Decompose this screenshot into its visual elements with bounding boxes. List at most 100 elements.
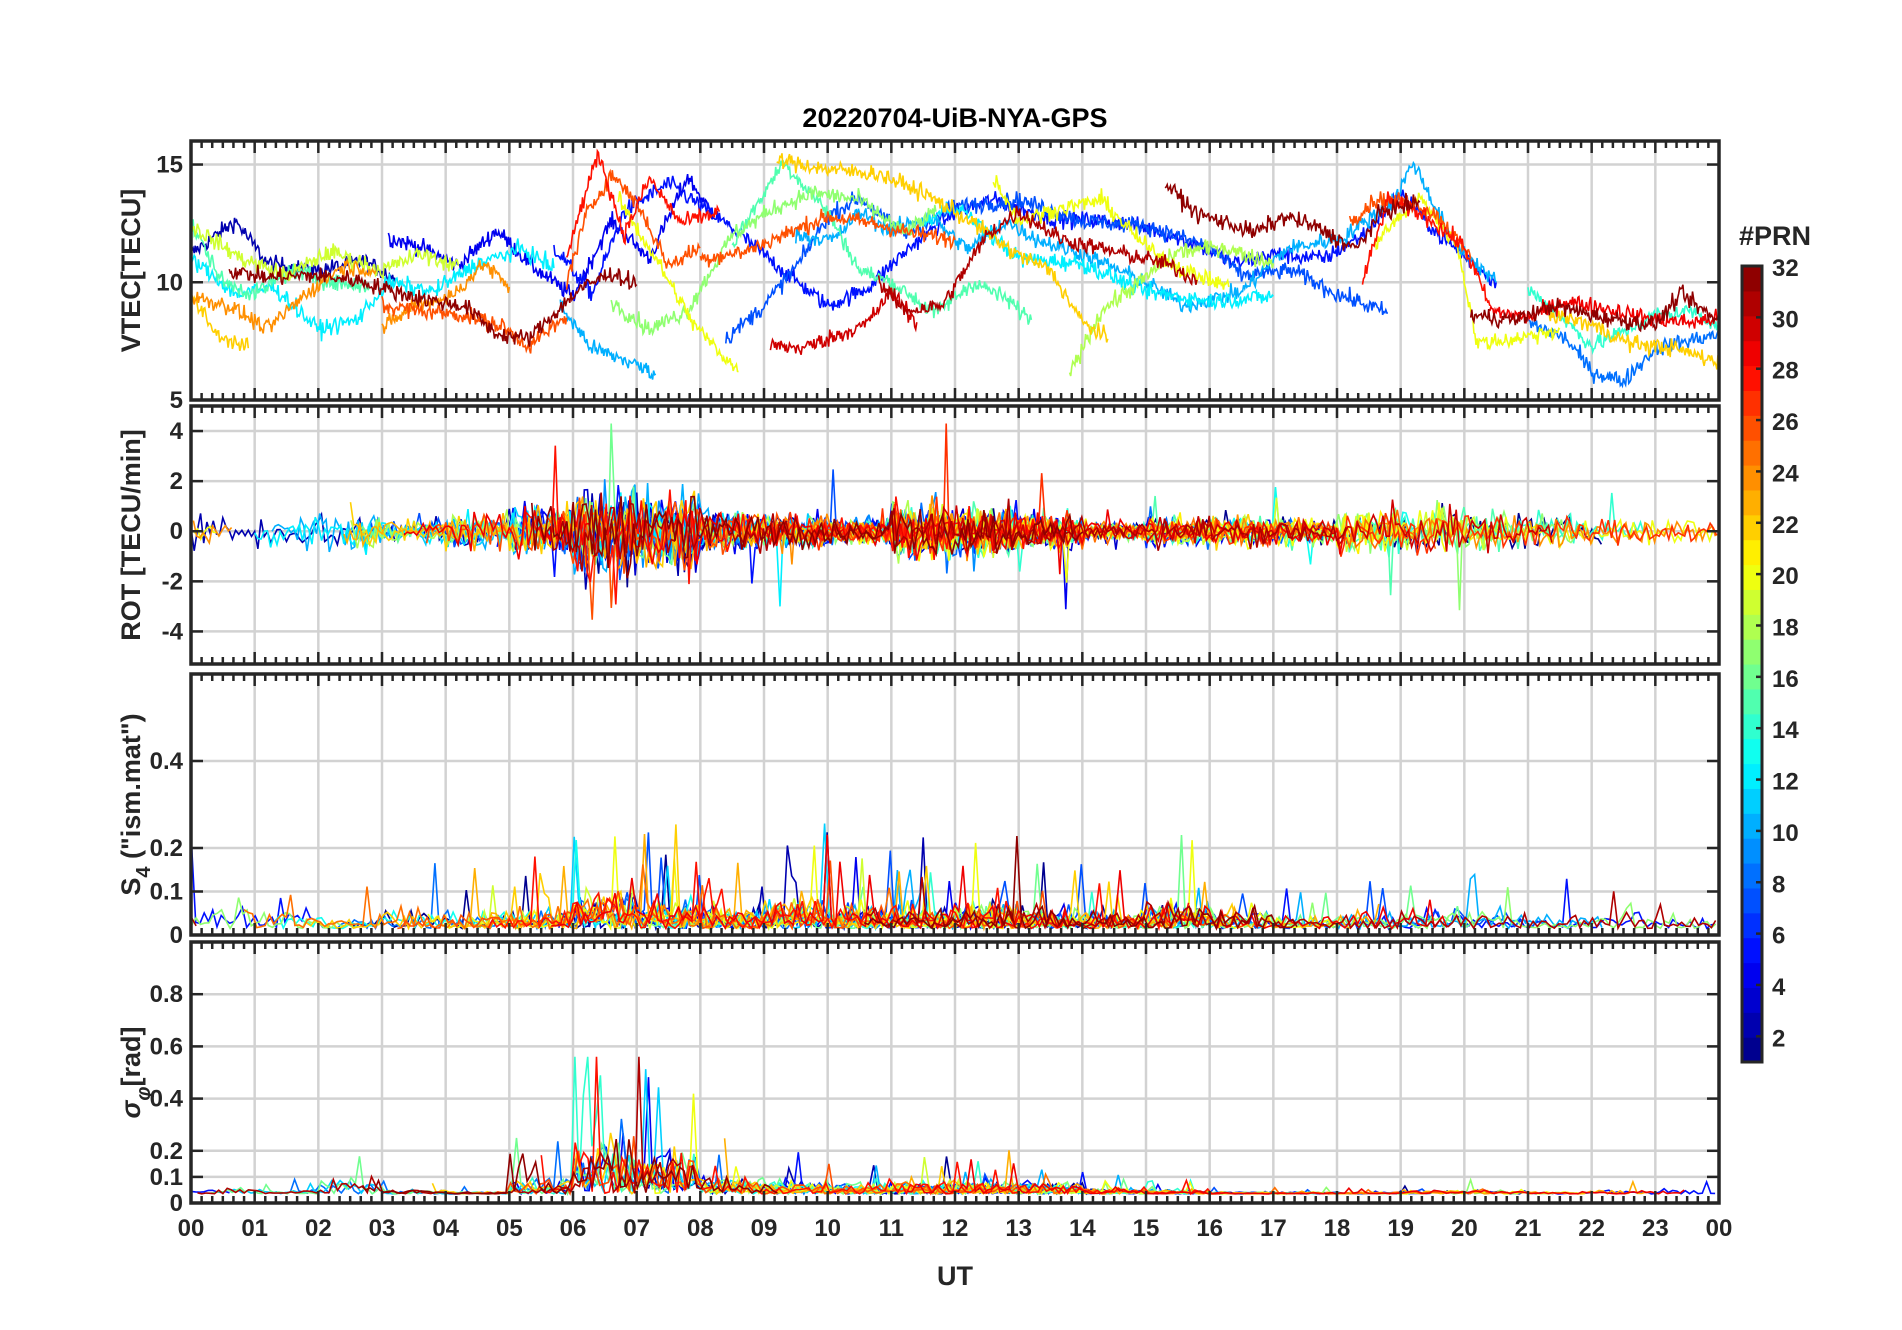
y-tick-label: 5 xyxy=(170,387,183,414)
series-prn-10 xyxy=(559,299,657,380)
series-prn-31 xyxy=(877,205,1198,316)
y-axis-label: ROT [TECU/min] xyxy=(116,429,146,640)
series-prn-32 xyxy=(531,495,1084,579)
series-prn-22 xyxy=(191,295,250,351)
colorbar-segment xyxy=(1742,937,1762,964)
colorbar-segment xyxy=(1742,838,1762,864)
series-prn-26 xyxy=(565,168,701,290)
x-tick-label: 20 xyxy=(1451,1215,1478,1242)
series-prn-4 xyxy=(387,173,714,302)
series-prn-5 xyxy=(553,175,1497,311)
colorbar-segment xyxy=(1742,813,1762,839)
colorbar-frame xyxy=(1740,264,1764,1064)
y-tick-label: 0.8 xyxy=(150,981,183,1008)
y-axis-label: S4 ("ism.mat") xyxy=(116,713,155,895)
y-tick-label: -4 xyxy=(162,618,184,645)
colorbar-segment xyxy=(1742,987,1762,1013)
x-tick-label: 10 xyxy=(814,1215,841,1242)
colorbar-tick-label: 14 xyxy=(1772,717,1799,744)
colorbar-segment xyxy=(1742,539,1762,566)
series-prn-8 xyxy=(1527,317,1719,389)
y-tick-label: 0.1 xyxy=(150,879,183,906)
colorbar-tick-label: 28 xyxy=(1772,358,1799,385)
colorbar-segment xyxy=(1742,390,1762,416)
y-tick-label: 0.4 xyxy=(150,1086,184,1113)
x-tick-label: 05 xyxy=(496,1215,523,1242)
x-tick-label: 21 xyxy=(1515,1215,1542,1242)
y-tick-label: 15 xyxy=(156,152,183,179)
series-prn-32 xyxy=(1164,182,1421,251)
panel-s4: 00.10.20.4S4 ("ism.mat") xyxy=(116,672,1721,949)
series-prn-20 xyxy=(1374,192,1561,351)
series-group xyxy=(191,1056,1716,1197)
colorbar-tick-label: 26 xyxy=(1772,409,1799,436)
colorbar-tick-label: 22 xyxy=(1772,512,1799,539)
x-tick-label: 04 xyxy=(432,1215,459,1242)
series-prn-32 xyxy=(1469,284,1719,333)
colorbar-segment xyxy=(1742,664,1762,690)
y-tick-label: 0 xyxy=(170,518,183,545)
y-tick-label: 0.6 xyxy=(150,1033,183,1060)
chart-title: 20220704-UiB-NYA-GPS xyxy=(802,103,1107,133)
series-prn-24 xyxy=(191,257,377,334)
colorbar-segment xyxy=(1742,365,1762,391)
panel-vtec: 5 10 15 VTEC[TECU] xyxy=(116,139,1721,414)
series-prn-28 xyxy=(565,148,721,258)
y-tick-label: 0 xyxy=(170,922,183,949)
x-tick-label: 03 xyxy=(369,1215,396,1242)
x-tick-label: 11 xyxy=(879,1215,904,1242)
y-axis-label-sub: 4 xyxy=(133,866,155,878)
x-tick-label: 23 xyxy=(1642,1215,1669,1242)
colorbar-segment xyxy=(1742,315,1762,342)
series-prn-29 xyxy=(907,1159,1685,1195)
x-tick-label: 22 xyxy=(1578,1215,1605,1242)
series-prn-20 xyxy=(992,175,1230,290)
series-prn-30 xyxy=(769,287,918,356)
x-tick-label: 09 xyxy=(751,1215,778,1242)
colorbar-segment xyxy=(1742,738,1762,765)
y-tick-label: 0.4 xyxy=(150,748,184,775)
series-prn-17 xyxy=(610,185,937,337)
colorbar-segment xyxy=(1742,1037,1762,1063)
colorbar-segment xyxy=(1742,713,1762,740)
colorbar-tick-label: 18 xyxy=(1772,614,1799,641)
series-prn-27 xyxy=(770,423,1718,557)
colorbar-tick-label: 8 xyxy=(1772,871,1785,898)
series-prn-28 xyxy=(540,1056,1221,1196)
colorbar-tick-label: 24 xyxy=(1772,460,1799,487)
x-tick-label: 02 xyxy=(305,1215,332,1242)
x-tick-label: 17 xyxy=(1260,1215,1287,1242)
y-tick-label: 4 xyxy=(170,418,184,445)
colorbar-segment xyxy=(1742,863,1762,889)
colorbar-segment xyxy=(1742,1012,1762,1038)
series-prn-26 xyxy=(699,208,956,268)
colorbar-tick-label: 32 xyxy=(1772,255,1799,282)
colorbar-tick-label: 4 xyxy=(1772,974,1786,1001)
panel-sigma_phi: 00.10.2 0.4 0.6 0.8 σφ[rad] 00 01 02 03 04 05 06 07 0… xyxy=(116,940,1733,1242)
colorbar-segment xyxy=(1742,614,1762,640)
colorbar-segment xyxy=(1742,440,1762,466)
y-axis-label-main: σ xyxy=(116,1100,146,1119)
colorbar-segment xyxy=(1742,688,1762,715)
y-tick-label: 2 xyxy=(170,468,183,495)
colorbar-segment xyxy=(1742,962,1762,988)
x-tick-label: 15 xyxy=(1133,1215,1160,1242)
x-tick-label: 00 xyxy=(1706,1215,1733,1242)
colorbar-segment xyxy=(1742,887,1762,914)
colorbar-segment xyxy=(1742,514,1762,541)
x-axis-label: UT xyxy=(937,1261,973,1291)
colorbar-segment xyxy=(1742,564,1762,590)
colorbar-tick-label: 2 xyxy=(1772,1025,1785,1052)
x-tick-label: 00 xyxy=(178,1215,205,1242)
x-tick-label: 14 xyxy=(1069,1215,1096,1242)
series-prn-20 xyxy=(617,191,739,373)
colorbar-segment xyxy=(1742,639,1762,665)
series-group xyxy=(191,148,1719,389)
series-prn-29 xyxy=(403,495,1344,575)
series-group xyxy=(191,423,1719,620)
y-axis-label: VTEC[TECU] xyxy=(116,189,146,353)
colorbar-segment xyxy=(1742,266,1762,292)
colorbar-segment xyxy=(1742,290,1762,317)
y-tick-label: 0.1 xyxy=(150,1164,183,1191)
colorbar-tick-label: 16 xyxy=(1772,666,1799,693)
